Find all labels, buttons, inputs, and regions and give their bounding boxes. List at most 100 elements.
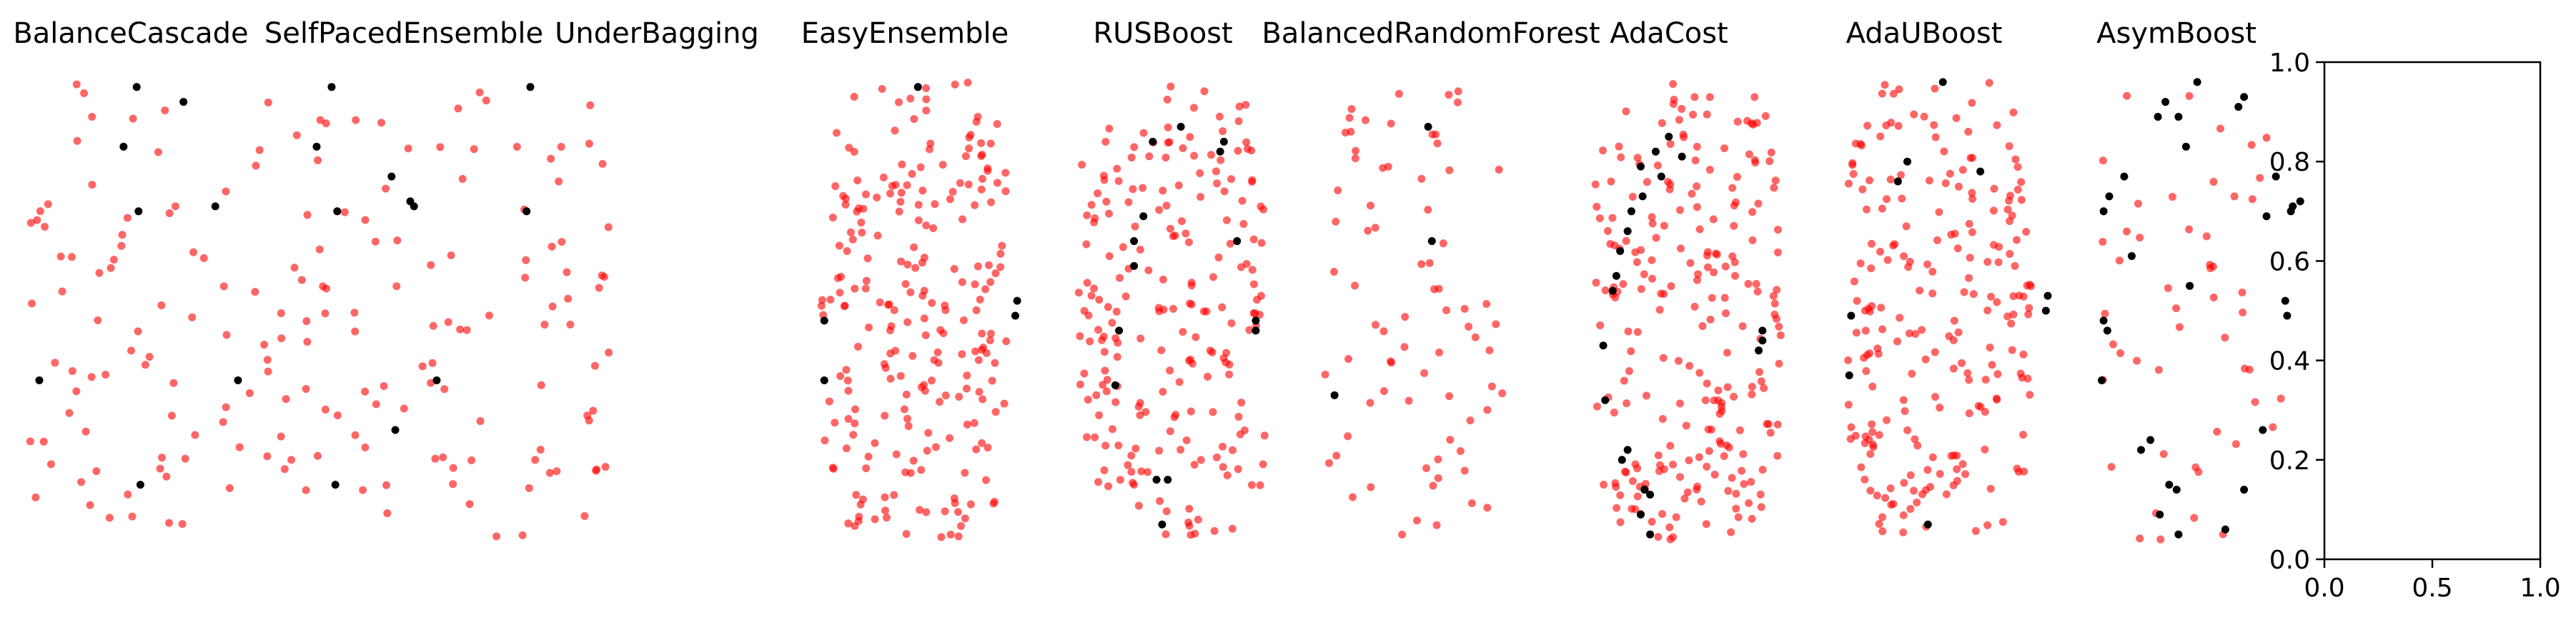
majority-point (891, 126, 899, 135)
majority-point (1896, 171, 1905, 179)
majority-point (1675, 399, 1684, 408)
majority-point (1993, 121, 2001, 129)
majority-point (886, 189, 894, 198)
majority-point (1752, 280, 1760, 289)
majority-point (440, 385, 449, 394)
majority-point (1187, 279, 1196, 287)
majority-point (1628, 504, 1636, 513)
x-tick-label: 1.0 (2520, 574, 2560, 603)
majority-point (922, 95, 931, 104)
majority-point (1179, 328, 1187, 336)
majority-point (1875, 431, 1883, 439)
majority-point (564, 294, 573, 303)
majority-point (881, 411, 889, 420)
majority-point (277, 432, 285, 441)
minority-point (2156, 510, 2164, 519)
majority-point (996, 249, 1005, 258)
majority-point (2099, 238, 2107, 246)
majority-point (1695, 369, 1704, 377)
majority-point (978, 346, 986, 354)
minority-point (1758, 336, 1767, 345)
minority-point (2099, 207, 2108, 216)
majority-point (1471, 333, 1480, 341)
majority-point (961, 469, 969, 477)
majority-point (920, 314, 928, 323)
majority-point (1439, 239, 1447, 248)
majority-point (1965, 219, 1973, 228)
majority-point (1186, 133, 1194, 141)
majority-point (321, 405, 330, 414)
majority-point (2190, 514, 2199, 522)
majority-point (986, 139, 995, 148)
majority-point (1074, 289, 1083, 297)
majority-point (996, 263, 1005, 271)
majority-point (1592, 279, 1600, 287)
majority-point (536, 446, 545, 454)
majority-point (1993, 298, 2001, 306)
majority-point (1633, 328, 1642, 336)
majority-point (922, 84, 931, 92)
majority-point (2006, 217, 2014, 226)
majority-point (1708, 294, 1716, 302)
majority-point (842, 444, 851, 453)
majority-point (2239, 309, 2247, 317)
majority-point (1714, 396, 1723, 404)
majority-point (1080, 369, 1089, 378)
majority-point (1166, 82, 1175, 91)
majority-point (2006, 249, 2014, 258)
majority-point (1255, 311, 1264, 319)
majority-point (1896, 314, 1904, 322)
majority-point (1682, 421, 1690, 430)
majority-point (1108, 425, 1116, 434)
majority-point (1994, 258, 2003, 266)
minority-point (1176, 122, 1185, 131)
majority-point (958, 350, 966, 359)
majority-point (2007, 319, 2016, 328)
majority-point (1731, 271, 1740, 280)
majority-point (1703, 462, 1711, 471)
majority-point (1714, 386, 1723, 395)
majority-point (580, 511, 589, 520)
minority-point (1330, 391, 1339, 399)
majority-point (165, 209, 174, 218)
majority-point (1190, 461, 1199, 469)
majority-point (1648, 274, 1657, 283)
minority-point (1847, 311, 1856, 320)
majority-point (1666, 140, 1675, 149)
majority-point (1084, 396, 1092, 404)
majority-point (2016, 369, 2025, 378)
minority-point (2281, 296, 2289, 305)
majority-point (1608, 214, 1617, 222)
majority-point (1090, 284, 1099, 293)
majority-point (252, 161, 260, 170)
majority-point (1849, 170, 1858, 179)
majority-point (1861, 326, 1870, 335)
majority-point (1903, 426, 1912, 434)
majority-point (1127, 451, 1136, 460)
minority-point (522, 207, 531, 216)
majority-point (1757, 503, 1765, 511)
majority-point (251, 288, 259, 296)
majority-point (189, 248, 198, 256)
majority-point (1931, 133, 1940, 141)
majority-point (1951, 229, 1959, 238)
majority-point (1690, 302, 1699, 311)
majority-point (225, 484, 234, 492)
majority-point (1946, 169, 1954, 178)
majority-point (1116, 274, 1124, 282)
majority-point (1667, 282, 1675, 291)
majority-point (1124, 461, 1132, 469)
majority-point (2017, 178, 2026, 186)
majority-point (1371, 321, 1379, 329)
majority-point (906, 288, 915, 296)
majority-point (1985, 79, 1993, 87)
minority-point (1938, 78, 1947, 86)
majority-point (922, 508, 931, 516)
majority-point (966, 500, 975, 509)
majority-point (1694, 270, 1703, 279)
majority-point (1931, 348, 1939, 356)
majority-point (1856, 259, 1865, 268)
majority-point (843, 376, 852, 385)
majority-point (1898, 194, 1906, 203)
